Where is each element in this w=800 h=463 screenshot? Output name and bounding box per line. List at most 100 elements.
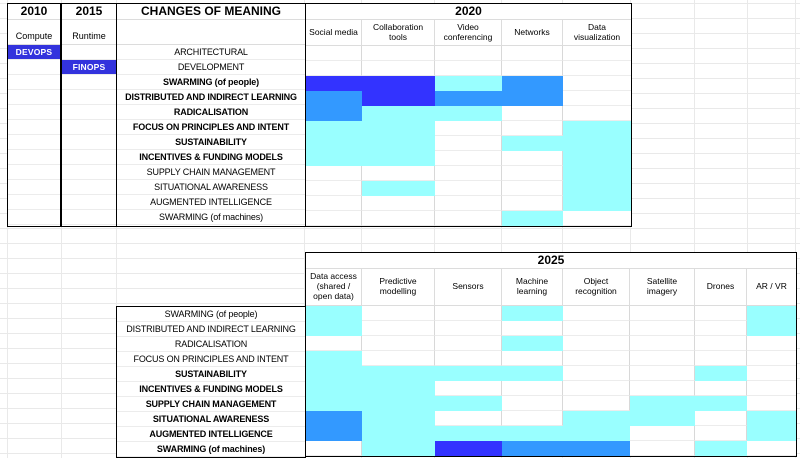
grid-cell-cyan[interactable] <box>306 381 362 396</box>
grid-cell-cyan[interactable] <box>306 396 362 411</box>
row-label[interactable]: SWARMING (of machines) <box>117 210 305 225</box>
spreadsheet-row[interactable]: DEVOPS <box>8 45 60 60</box>
grid-cell-white[interactable] <box>630 426 695 441</box>
grid-cell-white[interactable] <box>630 306 695 321</box>
grid-cell-white[interactable] <box>563 396 630 411</box>
grid-cell-medium_blue[interactable] <box>306 426 362 441</box>
spreadsheet-row[interactable] <box>62 105 116 120</box>
grid-cell-white[interactable] <box>563 106 631 121</box>
row-label[interactable]: RADICALISATION <box>117 337 305 352</box>
grid-cell-cyan[interactable] <box>563 151 631 166</box>
grid-cell-white[interactable] <box>563 366 630 381</box>
grid-cell-white[interactable] <box>502 321 563 336</box>
grid-cell-white[interactable] <box>630 441 695 456</box>
grid-cell-cyan[interactable] <box>362 151 435 166</box>
spreadsheet-row[interactable] <box>62 165 116 180</box>
grid-cell-white[interactable] <box>695 306 747 321</box>
grid-cell-white[interactable] <box>695 336 747 351</box>
grid-cell-white[interactable] <box>695 321 747 336</box>
grid-cell-white[interactable] <box>563 351 630 366</box>
grid-cell-cyan[interactable] <box>747 426 796 441</box>
grid-cell-cyan[interactable] <box>306 321 362 336</box>
row-label[interactable]: ARCHITECTURAL <box>117 45 305 60</box>
grid-cell-cyan[interactable] <box>362 181 435 196</box>
grid-cell-white[interactable] <box>563 91 631 106</box>
grid-cell-cyan[interactable] <box>362 396 435 411</box>
grid-cell-dark_blue[interactable] <box>306 76 362 91</box>
grid-cell-white[interactable] <box>563 381 630 396</box>
year-2025-title[interactable]: 2025 <box>306 253 796 269</box>
grid-cell-white[interactable] <box>362 306 435 321</box>
spreadsheet-row[interactable] <box>62 210 116 225</box>
spreadsheet-row[interactable] <box>8 90 60 105</box>
grid-cell-cyan[interactable] <box>695 366 747 381</box>
grid-cell-white[interactable] <box>630 381 695 396</box>
grid-cell-white[interactable] <box>747 381 796 396</box>
grid-cell-medium_blue[interactable] <box>306 91 362 106</box>
grid-cell-white[interactable] <box>435 306 502 321</box>
grid-cell-cyan[interactable] <box>502 366 563 381</box>
finops-badge[interactable]: FINOPS <box>62 60 116 74</box>
grid-cell-white[interactable] <box>695 426 747 441</box>
row-label[interactable]: INCENTIVES & FUNDING MODELS <box>117 382 305 397</box>
row-label[interactable]: AUGMENTED INTELLIGENCE <box>117 427 305 442</box>
grid-cell-cyan[interactable] <box>563 196 631 211</box>
column-header[interactable]: Sensors <box>435 269 502 306</box>
grid-cell-cyan[interactable] <box>747 411 796 426</box>
grid-cell-white[interactable] <box>435 196 502 211</box>
grid-cell-dark_blue[interactable] <box>362 76 435 91</box>
grid-cell-white[interactable] <box>306 196 362 211</box>
changes-of-meaning-title[interactable]: CHANGES OF MEANING <box>117 4 305 20</box>
grid-cell-cyan[interactable] <box>747 321 796 336</box>
grid-cell-white[interactable] <box>563 76 631 91</box>
grid-cell-white[interactable] <box>362 61 435 76</box>
spreadsheet-row[interactable] <box>8 210 60 225</box>
grid-cell-white[interactable] <box>502 181 563 196</box>
grid-cell-white[interactable] <box>747 351 796 366</box>
grid-cell-white[interactable] <box>435 411 502 426</box>
grid-cell-cyan[interactable] <box>563 121 631 136</box>
spreadsheet-row[interactable] <box>8 60 60 75</box>
grid-cell-white[interactable] <box>362 46 435 61</box>
grid-cell-white[interactable] <box>362 211 435 226</box>
row-label[interactable]: DEVELOPMENT <box>117 60 305 75</box>
column-header[interactable]: Machine learning <box>502 269 563 306</box>
column-header[interactable]: Networks <box>502 20 563 46</box>
column-header[interactable]: Object recognition <box>563 269 630 306</box>
grid-cell-cyan[interactable] <box>563 181 631 196</box>
column-header[interactable]: Data access (shared / open data) <box>306 269 362 306</box>
grid-cell-white[interactable] <box>630 366 695 381</box>
grid-cell-white[interactable] <box>306 181 362 196</box>
grid-cell-cyan[interactable] <box>306 306 362 321</box>
grid-cell-white[interactable] <box>362 336 435 351</box>
grid-cell-white[interactable] <box>435 166 502 181</box>
grid-cell-medium_blue[interactable] <box>563 441 630 456</box>
grid-cell-white[interactable] <box>563 46 631 61</box>
spreadsheet-row[interactable] <box>8 120 60 135</box>
grid-cell-cyan[interactable] <box>306 136 362 151</box>
grid-cell-white[interactable] <box>362 351 435 366</box>
row-label[interactable]: FOCUS ON PRINCIPLES AND INTENT <box>117 120 305 135</box>
grid-cell-white[interactable] <box>695 381 747 396</box>
grid-cell-cyan[interactable] <box>630 411 695 426</box>
grid-cell-cyan[interactable] <box>306 151 362 166</box>
grid-cell-cyan[interactable] <box>362 121 435 136</box>
spreadsheet-row[interactable] <box>62 75 116 90</box>
row-label[interactable]: RADICALISATION <box>117 105 305 120</box>
grid-cell-white[interactable] <box>630 336 695 351</box>
column-header[interactable]: AR / VR <box>747 269 796 306</box>
grid-cell-cyan[interactable] <box>362 136 435 151</box>
row-label[interactable]: SUSTAINABILITY <box>117 367 305 382</box>
grid-cell-white[interactable] <box>695 411 747 426</box>
grid-cell-medium_blue[interactable] <box>435 91 502 106</box>
grid-cell-white[interactable] <box>435 381 502 396</box>
grid-cell-cyan[interactable] <box>435 106 502 121</box>
spreadsheet-row[interactable] <box>62 45 116 60</box>
grid-cell-white[interactable] <box>630 351 695 366</box>
grid-cell-white[interactable] <box>563 321 630 336</box>
grid-cell-medium_blue[interactable] <box>502 76 563 91</box>
grid-cell-cyan[interactable] <box>502 336 563 351</box>
grid-cell-white[interactable] <box>306 61 362 76</box>
grid-cell-medium_blue[interactable] <box>306 411 362 426</box>
grid-cell-white[interactable] <box>502 351 563 366</box>
